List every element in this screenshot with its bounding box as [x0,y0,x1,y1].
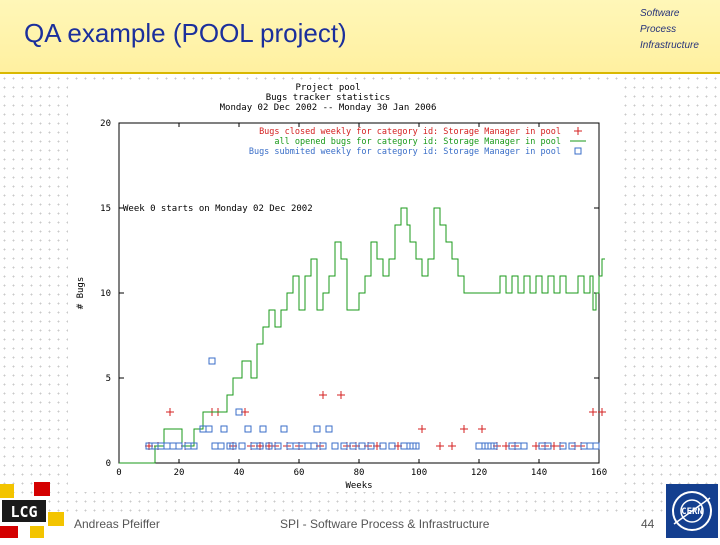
data-point-square [256,442,264,450]
data-point-plus [337,391,345,399]
lcg-logo-text: LCG [10,503,37,521]
data-point-square [259,425,267,433]
x-axis-label: Weeks [345,481,372,491]
y-tick-label: 15 [100,204,111,214]
chart-title-line-2: Bugs tracker statistics [266,93,391,103]
data-point-square [592,442,600,450]
data-point-square [475,442,483,450]
data-point-square [304,442,312,450]
data-point-plus [460,425,468,433]
x-tick-label: 100 [411,468,427,478]
data-point-plus [478,425,486,433]
footer-author: Andreas Pfeiffer [74,517,160,531]
x-tick-label: 0 [116,468,121,478]
data-point-square [280,425,288,433]
data-point-square [244,425,252,433]
data-point-square [313,425,321,433]
data-point-square [544,442,552,450]
data-point-square [163,442,171,450]
y-tick-label: 5 [106,374,111,384]
lcg-logo: LCG [0,482,66,540]
data-point-square [574,147,582,155]
data-point-plus [574,127,582,135]
spi-logo-line-1: Software [640,8,680,19]
data-point-plus [166,408,174,416]
y-tick-label: 20 [100,119,111,129]
x-tick-label: 20 [174,468,185,478]
data-point-square [388,442,396,450]
data-point-square [490,442,498,450]
data-point-square [238,442,246,450]
x-tick-label: 60 [294,468,305,478]
data-point-square [274,442,282,450]
slide-title: QA example (POOL project) [24,18,347,48]
data-point-plus [448,442,456,450]
y-tick-label: 0 [106,459,111,469]
spi-logo-line-3: Infrastructure [640,40,699,51]
cern-logo-text: CERN [681,507,703,517]
y-tick-label: 10 [100,289,111,299]
data-point-plus [319,391,327,399]
data-point-square [217,442,225,450]
chart-title-line-1: Project pool [295,83,360,93]
footer-center-text: SPI - Software Process & Infrastructure [280,517,490,531]
data-point-square [349,442,357,450]
data-point-plus [436,442,444,450]
x-tick-label: 160 [591,468,607,478]
x-tick-label: 140 [531,468,547,478]
data-point-square [325,425,333,433]
data-point-square [190,442,198,450]
data-point-square [340,442,348,450]
data-point-square [220,425,228,433]
data-point-square [520,442,528,450]
data-point-square [367,442,375,450]
x-tick-label: 120 [471,468,487,478]
data-point-square [169,442,177,450]
spi-logo-line-2: Process [640,24,677,35]
data-point-square [211,442,219,450]
data-point-square [586,442,594,450]
series-3 [145,357,600,450]
chart-annotation: Week 0 starts on Monday 02 Dec 2002 [123,204,313,214]
data-point-square [208,357,216,365]
data-point-square [559,442,567,450]
slide-header: QA example (POOL project) Software Proce… [0,0,720,74]
series-step-line [119,207,605,464]
data-point-square [175,442,183,450]
chart-title-line-3: Monday 02 Dec 2002 -- Monday 30 Jan 2006 [220,103,437,113]
data-point-plus [589,408,597,416]
spi-logo: Software Process Infrastructure [640,6,714,62]
x-tick-label: 40 [234,468,245,478]
data-point-square [205,425,213,433]
legend-entry-1: Bugs closed weekly for category id: Stor… [259,127,561,137]
chart-panel: Project pool Bugs tracker statistics Monda… [68,80,620,492]
x-tick-label: 80 [354,468,365,478]
data-point-square [235,408,243,416]
legend-entry-2: all opened bugs for category id: Storage… [274,137,561,147]
data-point-square [319,442,327,450]
data-point-square [331,442,339,450]
cern-logo: CERN [666,484,718,538]
y-axis-label: # Bugs [76,277,86,310]
data-point-square [265,442,273,450]
data-point-plus [418,425,426,433]
page-number: 44 [641,517,655,531]
data-point-square [358,442,366,450]
data-point-square [379,442,387,450]
series-2 [119,207,605,464]
data-point-square [412,442,420,450]
legend-entry-3: Bugs submited weekly for category id: St… [249,147,561,157]
data-point-square [310,442,318,450]
data-point-square [568,442,576,450]
series-1 [145,391,606,450]
data-point-plus [598,408,606,416]
data-point-square [229,442,237,450]
